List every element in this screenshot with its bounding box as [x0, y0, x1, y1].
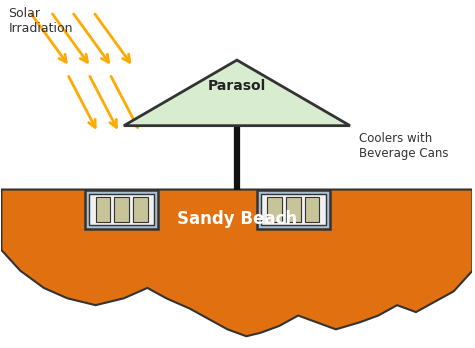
Bar [257, 190, 330, 229]
Text: Coolers with
Beverage Cans: Coolers with Beverage Cans [360, 132, 449, 160]
Bar [261, 193, 326, 225]
Polygon shape [124, 60, 350, 126]
Text: Parasol: Parasol [208, 79, 266, 93]
Bar [286, 197, 301, 222]
Bar [95, 197, 110, 222]
Text: Solar
Irradiation: Solar Irradiation [9, 7, 73, 34]
Bar [114, 197, 129, 222]
Text: Sandy Beach: Sandy Beach [177, 210, 297, 228]
Bar [267, 197, 282, 222]
Polygon shape [1, 190, 473, 336]
Bar [133, 197, 148, 222]
Bar [85, 190, 158, 229]
Bar [305, 197, 320, 222]
Bar [89, 193, 154, 225]
